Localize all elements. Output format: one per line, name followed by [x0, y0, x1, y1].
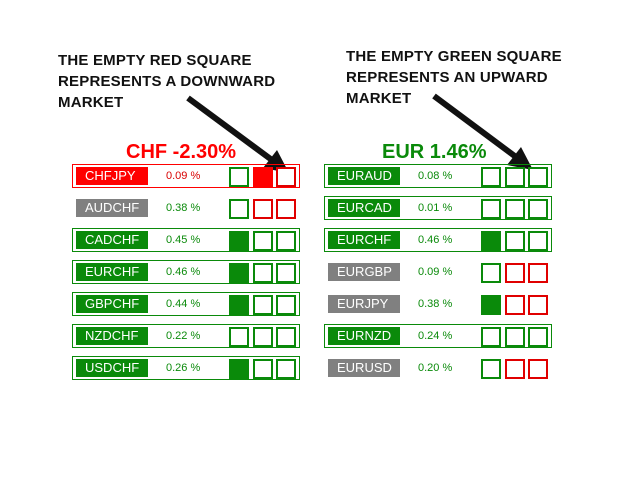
trend-square-empty-green	[229, 199, 249, 219]
pair-percent: 0.46 %	[418, 234, 453, 246]
pair-row-eurnzd[interactable]: EURNZD 0.24 %	[324, 324, 552, 348]
trend-square-empty-red	[505, 359, 525, 379]
trend-square-empty-red	[528, 359, 548, 379]
pair-symbol[interactable]: EURCHF	[328, 231, 400, 249]
pair-percent: 0.45 %	[166, 234, 201, 246]
trend-square-empty-green	[505, 327, 525, 347]
trend-square-empty-green	[276, 295, 296, 315]
trend-square-empty-green	[229, 327, 249, 347]
trend-square-empty-green	[253, 359, 273, 379]
trend-square-empty-green	[253, 231, 273, 251]
pair-symbol[interactable]: NZDCHF	[76, 327, 148, 345]
trend-square-empty-green	[505, 167, 525, 187]
trend-square-empty-red	[505, 263, 525, 283]
pair-percent: 0.38 %	[418, 298, 453, 310]
pair-symbol[interactable]: EURNZD	[328, 327, 400, 345]
pair-row-audchf[interactable]: AUDCHF 0.38 %	[72, 196, 300, 220]
pair-symbol[interactable]: CHFJPY	[76, 167, 148, 185]
annotation-line: MARKET	[346, 90, 412, 107]
trend-square-empty-green	[276, 231, 296, 251]
trend-square-empty-red	[528, 295, 548, 315]
trend-square-empty-green	[253, 263, 273, 283]
annotation-line: THE EMPTY RED SQUARE	[58, 52, 252, 69]
trend-square-empty-red	[276, 199, 296, 219]
pair-percent: 0.46 %	[166, 266, 201, 278]
pair-row-eurchf[interactable]: EURCHF 0.46 %	[72, 260, 300, 284]
pair-percent: 0.08 %	[418, 170, 453, 182]
currency-heading-eur: EUR 1.46%	[382, 141, 487, 163]
annotation-downward: THE EMPTY RED SQUARE REPRESENTS A DOWNWA…	[58, 50, 275, 113]
pair-row-eurgbp[interactable]: EURGBP 0.09 %	[324, 260, 552, 284]
trend-square-empty-red	[253, 199, 273, 219]
pair-symbol[interactable]: GBPCHF	[76, 295, 148, 313]
trend-square-filled-red	[253, 167, 273, 187]
pair-symbol[interactable]: EURCHF	[76, 263, 148, 281]
trend-square-empty-green	[276, 359, 296, 379]
pair-percent: 0.20 %	[418, 362, 453, 374]
panel-eur-pairs: EURAUD 0.08 % EURCAD 0.01 % EURCHF 0.46 % EURG…	[324, 164, 552, 388]
pair-row-usdchf[interactable]: USDCHF 0.26 %	[72, 356, 300, 380]
trend-square-filled-green	[481, 295, 501, 315]
pair-percent: 0.01 %	[418, 202, 453, 214]
trend-square-empty-green	[505, 231, 525, 251]
pair-symbol[interactable]: EURCAD	[328, 199, 400, 217]
pair-row-eurjpy[interactable]: EURJPY 0.38 %	[324, 292, 552, 316]
trend-square-empty-green	[528, 167, 548, 187]
pair-percent: 0.38 %	[166, 202, 201, 214]
trend-square-empty-green	[229, 167, 249, 187]
trend-square-empty-green	[481, 263, 501, 283]
pair-symbol[interactable]: EURUSD	[328, 359, 400, 377]
pair-percent: 0.24 %	[418, 330, 453, 342]
pair-symbol[interactable]: CADCHF	[76, 231, 148, 249]
pair-row-chfjpy[interactable]: CHFJPY 0.09 %	[72, 164, 300, 188]
pair-row-gbpchf[interactable]: GBPCHF 0.44 %	[72, 292, 300, 316]
trend-square-empty-green	[528, 199, 548, 219]
pair-percent: 0.09 %	[418, 266, 453, 278]
trend-square-empty-green	[481, 199, 501, 219]
trend-square-empty-green	[276, 327, 296, 347]
annotation-line: THE EMPTY GREEN SQUARE	[346, 48, 562, 65]
annotation-line: MARKET	[58, 94, 124, 111]
pair-row-cadchf[interactable]: CADCHF 0.45 %	[72, 228, 300, 252]
pair-symbol[interactable]: AUDCHF	[76, 199, 148, 217]
pair-percent: 0.09 %	[166, 170, 201, 182]
annotation-line: REPRESENTS AN UPWARD	[346, 69, 548, 86]
pair-percent: 0.26 %	[166, 362, 201, 374]
trend-square-empty-green	[253, 327, 273, 347]
trend-square-empty-green	[276, 263, 296, 283]
pair-row-euraud[interactable]: EURAUD 0.08 %	[324, 164, 552, 188]
trend-square-filled-green	[481, 231, 501, 251]
panel-chf-pairs: CHFJPY 0.09 % AUDCHF 0.38 % CADCHF 0.45 % EURC…	[72, 164, 300, 388]
trend-square-filled-green	[229, 263, 249, 283]
pair-symbol[interactable]: USDCHF	[76, 359, 148, 377]
trend-square-empty-red	[528, 263, 548, 283]
pair-row-eurchf[interactable]: EURCHF 0.46 %	[324, 228, 552, 252]
pair-row-nzdchf[interactable]: NZDCHF 0.22 %	[72, 324, 300, 348]
pair-row-eurusd[interactable]: EURUSD 0.20 %	[324, 356, 552, 380]
trend-square-empty-red	[505, 295, 525, 315]
trend-square-filled-green	[229, 295, 249, 315]
trend-square-filled-green	[229, 359, 249, 379]
pair-symbol[interactable]: EURAUD	[328, 167, 400, 185]
trend-square-empty-green	[481, 327, 501, 347]
currency-heading-chf: CHF -2.30%	[126, 141, 237, 163]
trend-square-empty-green	[481, 167, 501, 187]
pair-percent: 0.22 %	[166, 330, 201, 342]
pair-symbol[interactable]: EURJPY	[328, 295, 400, 313]
pair-percent: 0.44 %	[166, 298, 201, 310]
annotation-upward: THE EMPTY GREEN SQUARE REPRESENTS AN UPW…	[346, 46, 562, 109]
trend-square-empty-green	[528, 231, 548, 251]
trend-square-empty-red	[276, 167, 296, 187]
trend-square-empty-green	[253, 295, 273, 315]
annotation-line: REPRESENTS A DOWNWARD	[58, 73, 276, 90]
trend-square-empty-green	[528, 327, 548, 347]
pair-symbol[interactable]: EURGBP	[328, 263, 400, 281]
trend-square-empty-green	[505, 199, 525, 219]
pair-row-eurcad[interactable]: EURCAD 0.01 %	[324, 196, 552, 220]
trend-square-empty-green	[481, 359, 501, 379]
trend-square-filled-green	[229, 231, 249, 251]
